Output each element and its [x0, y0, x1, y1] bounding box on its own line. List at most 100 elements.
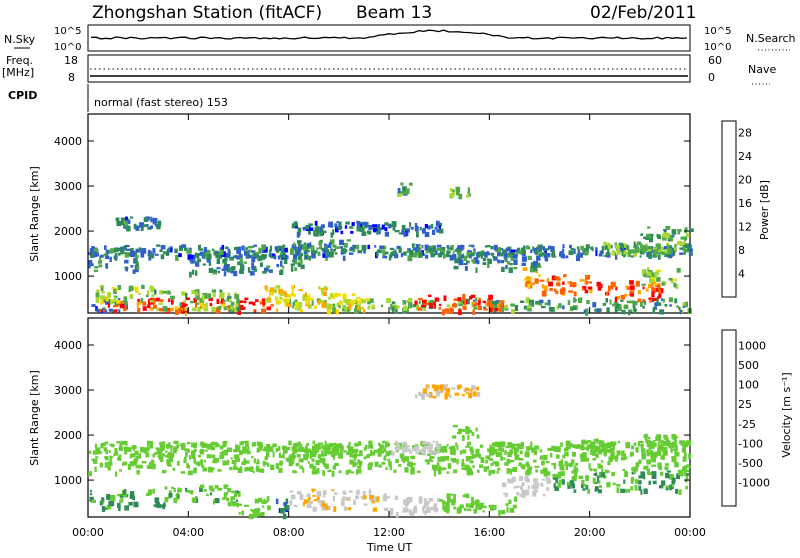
data-cell: [286, 446, 291, 451]
data-cell: [526, 305, 532, 311]
data-cell: [193, 442, 197, 449]
data-cell: [121, 490, 124, 496]
data-cell: [659, 250, 662, 255]
data-cell: [454, 249, 458, 252]
data-cell: [456, 445, 459, 451]
data-cell: [260, 512, 263, 515]
data-cell: [342, 255, 346, 261]
data-cell: [482, 257, 486, 262]
data-cell: [119, 303, 125, 309]
data-cell: [463, 507, 467, 511]
data-cell: [584, 290, 589, 294]
data-cell: [148, 440, 153, 444]
data-cell: [187, 470, 193, 476]
data-cell: [457, 300, 461, 304]
data-cell: [302, 454, 308, 457]
data-cell: [304, 499, 309, 504]
data-cell: [571, 470, 574, 474]
data-cell: [648, 274, 651, 278]
data-cell: [605, 298, 608, 303]
data-cell: [323, 246, 327, 250]
data-cell: [585, 309, 589, 316]
data-cell: [561, 248, 565, 254]
data-cell: [394, 249, 397, 255]
data-cell: [245, 247, 248, 250]
data-cell: [165, 443, 170, 449]
data-cell: [464, 266, 468, 271]
data-cell: [173, 497, 178, 504]
data-cell: [385, 467, 389, 470]
data-cell: [608, 442, 611, 448]
data-cell: [293, 259, 298, 265]
data-cell: [92, 458, 98, 464]
data-cell: [409, 511, 415, 516]
data-cell: [377, 249, 382, 254]
data-cell: [267, 462, 270, 467]
data-cell: [449, 307, 454, 314]
data-cell: [212, 460, 215, 463]
data-cell: [443, 254, 446, 258]
data-cell: [616, 487, 620, 493]
freq-panel: Freq. [MHz] 18 8 60 0 Nave: [2, 54, 776, 85]
data-cell: [169, 246, 173, 249]
data-cell: [435, 444, 441, 450]
data-cell: [622, 453, 626, 459]
data-cell: [307, 461, 310, 464]
data-cell: [124, 301, 128, 306]
data-cell: [446, 245, 450, 249]
data-cell: [453, 298, 458, 301]
data-cell: [209, 492, 212, 496]
data-cell: [682, 456, 687, 462]
data-cell: [140, 297, 143, 303]
data-cell: [277, 245, 283, 249]
data-cell: [105, 296, 109, 302]
freq-unit: [MHz]: [2, 66, 34, 79]
data-cell: [476, 386, 479, 391]
y-tick-label: 4000: [54, 135, 82, 148]
data-cell: [677, 229, 681, 235]
data-cell: [312, 469, 318, 475]
data-cell: [646, 233, 651, 237]
data-cell: [135, 465, 139, 469]
data-cell: [651, 272, 655, 277]
data-cell: [286, 255, 289, 260]
data-cell: [293, 242, 296, 247]
data-cell: [623, 304, 629, 310]
data-cell: [261, 244, 267, 250]
data-cell: [434, 247, 437, 253]
data-cell: [419, 449, 423, 453]
data-cell: [202, 292, 208, 299]
data-cell: [284, 247, 288, 253]
data-cell: [162, 290, 168, 294]
data-cell: [529, 266, 535, 273]
data-cell: [312, 445, 317, 452]
data-cell: [323, 463, 328, 467]
data-cell: [350, 230, 354, 234]
data-cell: [191, 290, 197, 295]
data-cell: [583, 440, 588, 445]
data-cell: [498, 307, 502, 312]
data-cell: [159, 441, 163, 445]
data-cell: [340, 250, 344, 255]
data-cell: [541, 284, 544, 289]
data-cell: [109, 256, 112, 262]
data-cell: [227, 447, 232, 452]
data-cell: [492, 255, 496, 259]
data-cell: [298, 243, 301, 247]
data-cell: [356, 469, 359, 475]
data-cell: [659, 451, 662, 456]
data-cell: [488, 504, 492, 508]
data-cell: [453, 302, 456, 306]
data-cell: [521, 262, 526, 266]
data-cell: [626, 286, 631, 290]
data-cell: [167, 463, 172, 467]
data-cell: [577, 444, 581, 447]
data-cell: [417, 297, 423, 300]
data-cell: [264, 461, 268, 465]
data-cell: [674, 245, 677, 251]
data-cell: [281, 265, 285, 269]
data-cell: [509, 249, 512, 254]
data-cell: [266, 265, 271, 269]
data-cell: [678, 489, 682, 495]
data-cell: [190, 450, 196, 456]
